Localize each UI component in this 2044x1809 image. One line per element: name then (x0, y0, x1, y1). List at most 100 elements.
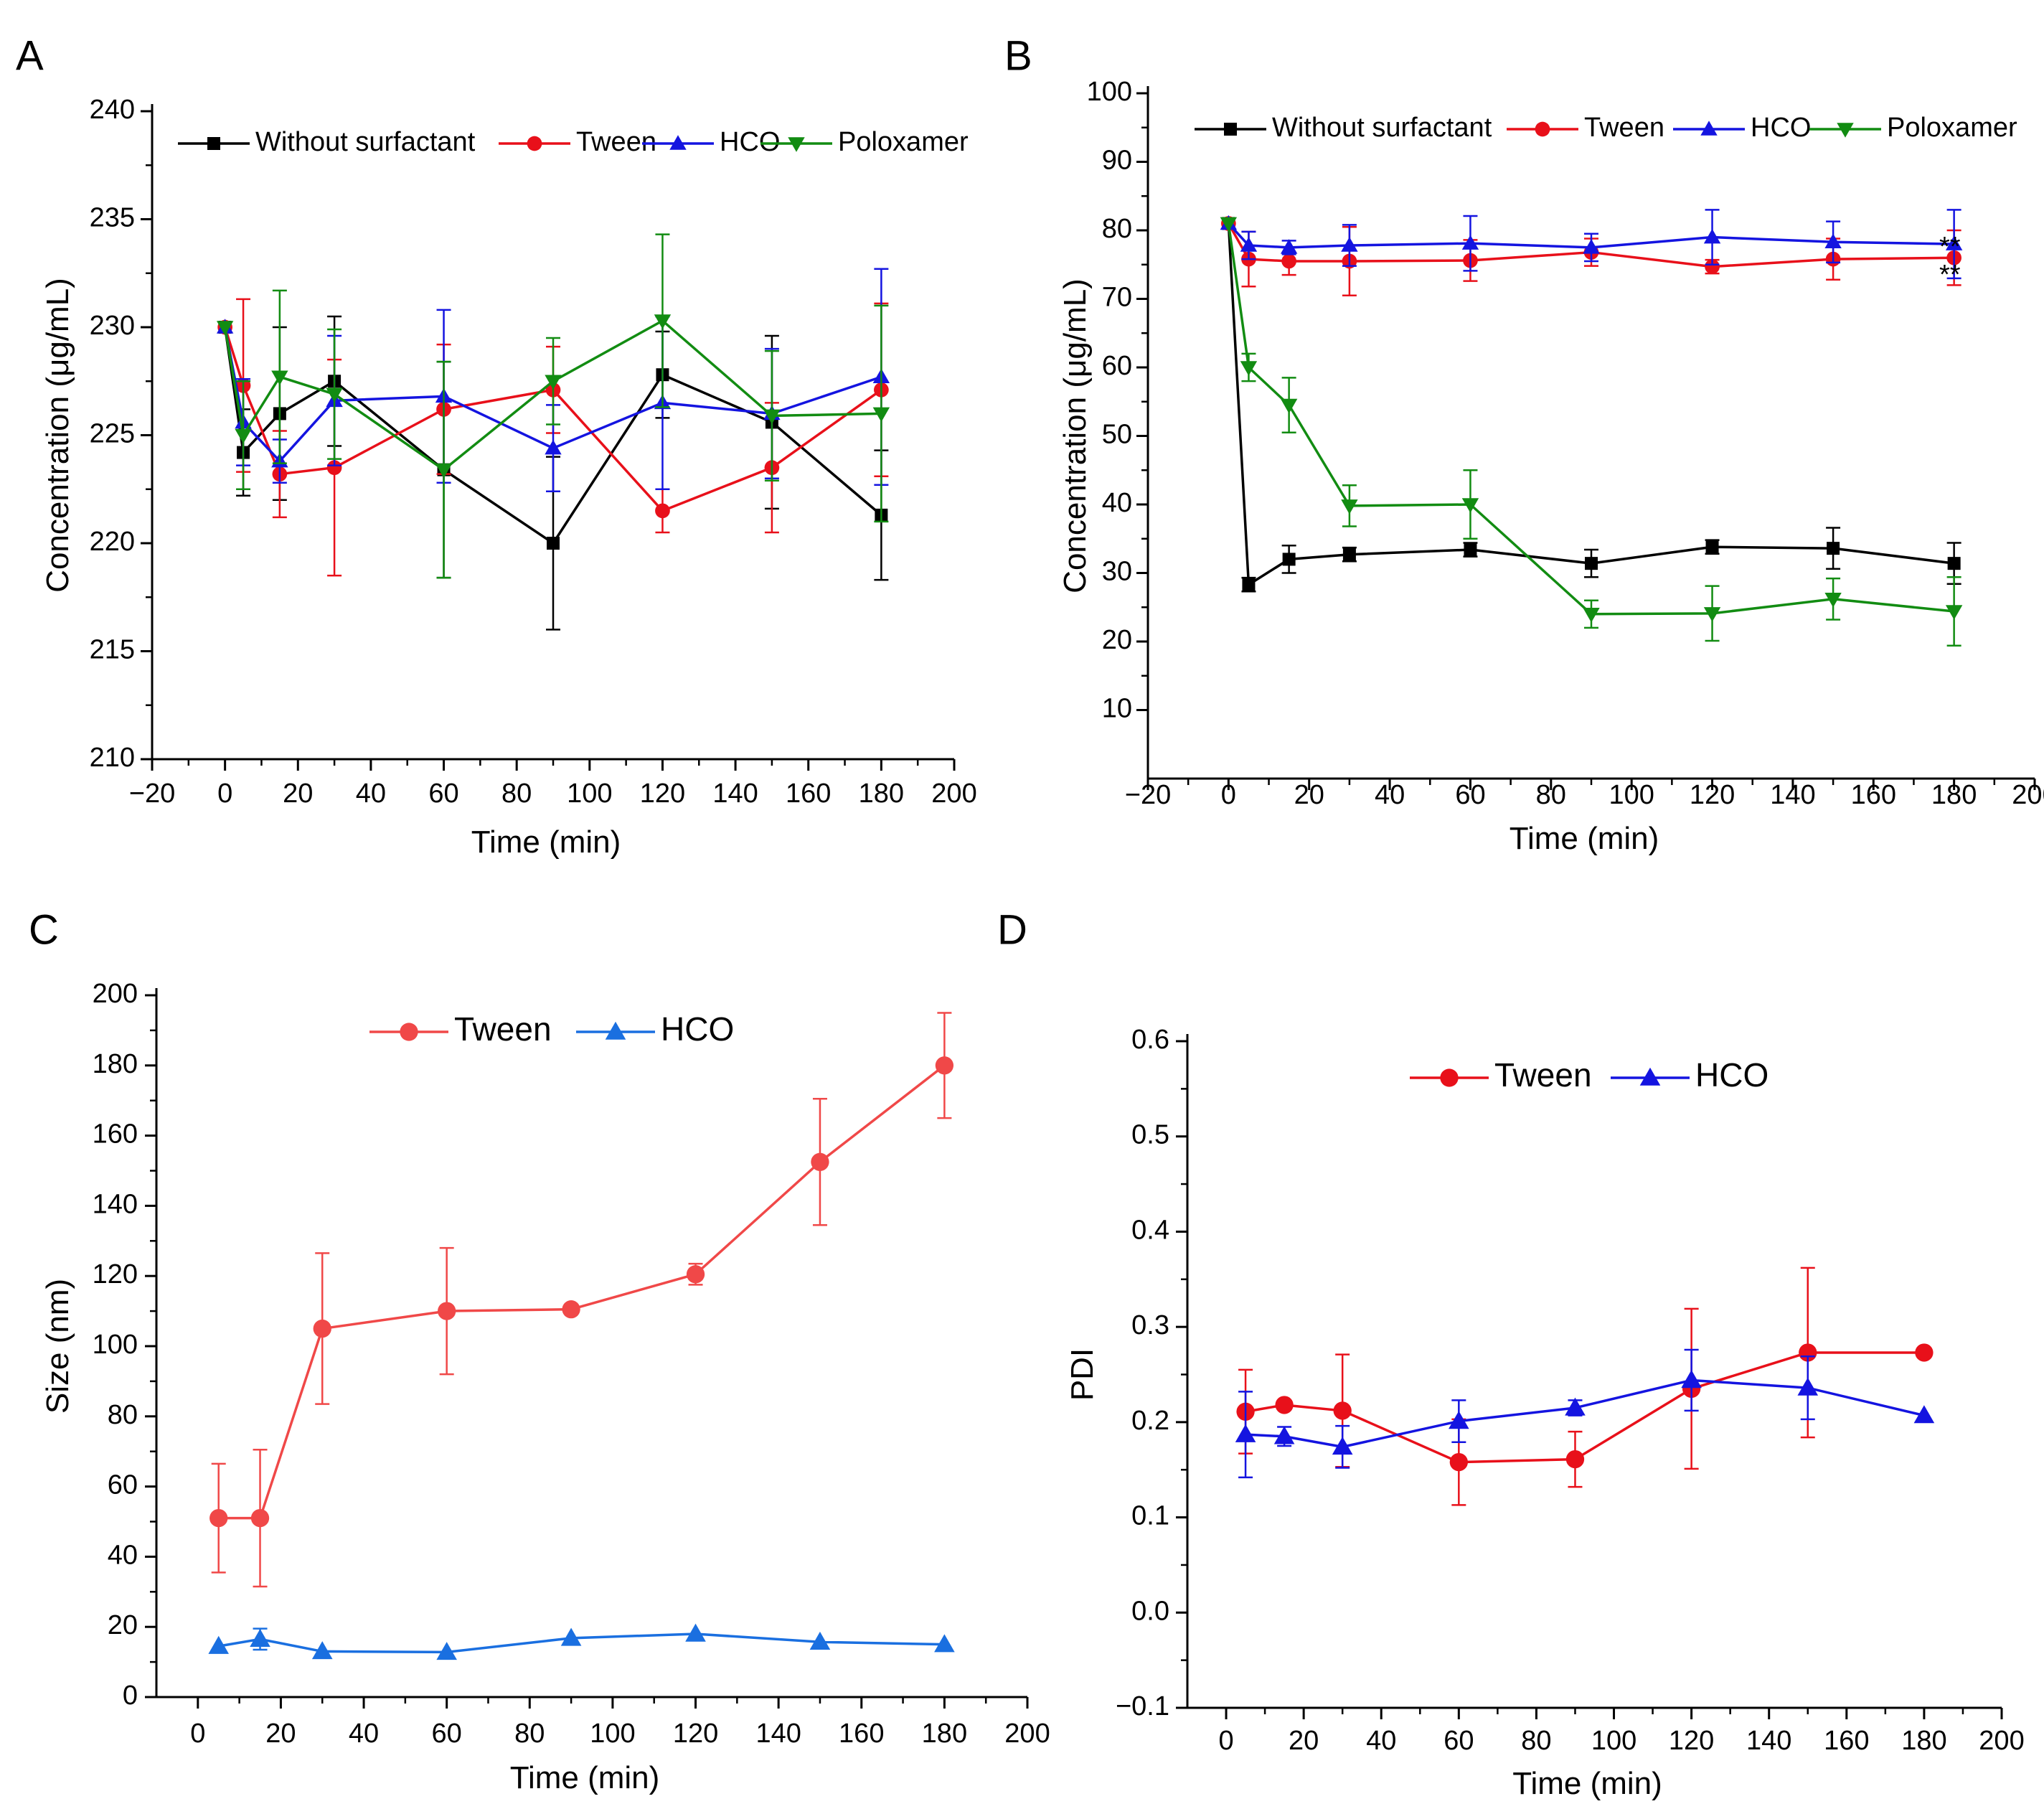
x-tick-label: 20 (283, 779, 313, 809)
data-point (872, 407, 890, 423)
data-point (562, 1300, 580, 1319)
data-point (1585, 557, 1598, 570)
y-tick-label: 210 (90, 743, 135, 773)
y-tick-label: 80 (1102, 214, 1132, 244)
data-point (547, 537, 560, 550)
x-tick-label: 120 (1669, 1726, 1714, 1756)
legend-label: HCO (1695, 1056, 1769, 1094)
data-point (763, 409, 781, 425)
legend-label: Tween (1494, 1056, 1592, 1094)
y-tick-label: 180 (93, 1049, 138, 1079)
y-tick-label: 20 (1102, 625, 1132, 655)
y-tick-label: 230 (90, 311, 135, 341)
x-tick-label: 200 (1979, 1726, 2024, 1756)
data-point (1242, 578, 1256, 591)
legend-label: Tween (576, 127, 656, 157)
data-point (1947, 557, 1961, 570)
data-point (1341, 237, 1358, 252)
x-tick-label: 0 (190, 1719, 205, 1749)
series-line (1245, 1378, 1925, 1449)
x-tick-label: 40 (1366, 1726, 1396, 1756)
x-tick-label: 140 (712, 779, 758, 809)
legend-item: HCO (1673, 113, 1811, 143)
data-point (935, 1056, 954, 1075)
x-tick-label: 60 (1443, 1726, 1474, 1756)
y-tick-label: 100 (1087, 77, 1132, 107)
data-point (1449, 1452, 1468, 1472)
data-point (1827, 542, 1840, 555)
data-point (435, 463, 453, 479)
panel-c: C 0 20 40 60 80 100 120 140 160 180 200 0 20 40 60 80 100… (29, 906, 1050, 1795)
legend-marker (1440, 1068, 1459, 1087)
y-tick-label: 0.2 (1131, 1406, 1169, 1436)
data-point (1341, 499, 1358, 514)
data-point (250, 1629, 270, 1648)
y-tick-label: 235 (90, 203, 135, 233)
y-tick-label: 60 (108, 1470, 138, 1500)
legend-marker (1224, 123, 1237, 136)
significance-annotation: ** (1939, 260, 1961, 290)
legend-marker (605, 1021, 626, 1040)
data-point (438, 1302, 456, 1320)
legend-marker (400, 1023, 418, 1041)
y-tick-label: 220 (90, 527, 135, 557)
x-tick-label: 0 (1218, 1726, 1233, 1756)
x-tick-label: 100 (590, 1719, 635, 1749)
y-tick-label: 160 (93, 1119, 138, 1150)
panel-b: B −20 0 20 40 60 80 100 120 140 160 180 200 10 20 30 40 5… (1004, 32, 2044, 856)
legend-label: Without surfactant (1272, 113, 1492, 143)
x-tick-label: 180 (859, 779, 904, 809)
x-tick-label: 180 (1901, 1726, 1946, 1756)
x-axis-title: Time (min) (1510, 821, 1659, 856)
y-tick-label: 215 (90, 635, 135, 665)
legend-label: Poloxamer (1887, 113, 2017, 143)
data-point (1583, 239, 1600, 254)
x-tick-label: 200 (931, 779, 976, 809)
data-point (313, 1319, 331, 1338)
panel-a: A −20 0 20 40 60 80 100 120 140 160 180 200 210 215 220… (16, 32, 977, 860)
data-point (809, 1631, 831, 1650)
y-tick-label: 0.1 (1131, 1501, 1169, 1531)
legend-item: HCO (1611, 1056, 1769, 1094)
x-tick-label: 160 (1851, 780, 1896, 810)
series-tween (209, 1012, 954, 1588)
x-tick-label: 200 (2012, 780, 2044, 810)
data-point (1945, 235, 1963, 250)
x-tick-label: 200 (1004, 1719, 1050, 1749)
x-tick-label: −20 (129, 779, 175, 809)
data-point (1280, 239, 1298, 254)
y-tick-label: 0.5 (1131, 1120, 1169, 1150)
y-tick-label: 0.3 (1131, 1310, 1169, 1340)
x-tick-label: 40 (349, 1719, 379, 1749)
legend-label: HCO (1751, 113, 1811, 143)
data-point (1449, 1411, 1469, 1429)
x-axis-title: Time (min) (510, 1760, 660, 1795)
x-axis-title: Time (min) (471, 824, 621, 860)
y-tick-label: 0 (123, 1681, 138, 1711)
data-point (1565, 1449, 1585, 1469)
data-point (235, 428, 252, 444)
x-tick-label: 100 (1591, 1726, 1636, 1756)
x-tick-label: 60 (428, 779, 458, 809)
x-tick-label: 80 (514, 1719, 545, 1749)
x-tick-label: 60 (432, 1719, 462, 1749)
x-tick-label: 180 (922, 1719, 967, 1749)
y-tick-label: 240 (90, 95, 135, 125)
y-tick-label: 50 (1102, 420, 1132, 450)
legend-item: HCO (576, 1010, 734, 1048)
x-tick-label: 80 (1536, 780, 1566, 810)
legend-item: Tween (1410, 1056, 1592, 1094)
data-point (1240, 237, 1258, 252)
data-point (1282, 553, 1296, 566)
x-tick-label: 180 (1931, 780, 1977, 810)
x-tick-label: 160 (1824, 1726, 1869, 1756)
data-point (1275, 1396, 1294, 1414)
series-poloxamer (1220, 217, 1963, 647)
y-tick-label: −0.1 (1116, 1691, 1169, 1721)
data-point (1703, 228, 1721, 244)
x-tick-label: 120 (673, 1719, 718, 1749)
series-hco (208, 1623, 955, 1660)
data-point (1824, 233, 1842, 249)
